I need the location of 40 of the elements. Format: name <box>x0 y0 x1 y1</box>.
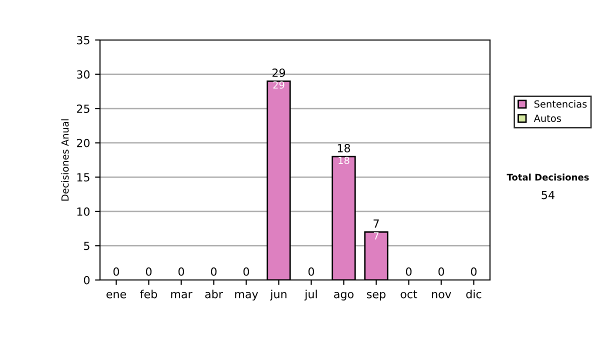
x-tick-label: sep <box>367 292 386 300</box>
total-label: 0 <box>146 267 152 276</box>
data-label: 18 <box>338 156 350 164</box>
legend-label: Autos <box>534 114 561 122</box>
y-tick-label: 35 <box>76 36 90 44</box>
y-tick-label: 5 <box>84 242 90 250</box>
x-tick-label: abr <box>205 290 223 298</box>
y-tick-label: 25 <box>76 104 90 113</box>
x-tick-label: may <box>235 292 258 300</box>
text: Total Decisiones <box>506 174 589 181</box>
total-label: 29 <box>272 68 286 77</box>
total-label: 7 <box>374 220 379 228</box>
total-label: 0 <box>243 267 250 276</box>
data-label: 29 <box>273 81 284 89</box>
x-tick-label: jul <box>304 290 317 300</box>
total-label: 0 <box>113 267 120 276</box>
x-tick-label: ago <box>334 292 354 300</box>
x-tick-label: mar <box>171 292 192 298</box>
total-label: 18 <box>338 144 350 152</box>
text: 54 <box>542 190 554 200</box>
y-tick-label: 10 <box>77 207 90 216</box>
x-tick-label: oct <box>400 290 418 298</box>
total-label: 0 <box>406 267 412 276</box>
x-tick-label: dic <box>466 290 482 298</box>
y-axis-title: Decisiones Anual <box>61 119 69 201</box>
y-tick-label: 30 <box>76 70 90 79</box>
total-label: 0 <box>470 267 477 276</box>
x-tick-label: ene <box>106 292 126 298</box>
y-tick-label: 20 <box>76 138 90 148</box>
total-label: 0 <box>308 267 314 276</box>
legend-label: Sentencias <box>534 100 587 108</box>
total-label: 0 <box>210 267 217 276</box>
y-tick-label: 15 <box>77 173 90 182</box>
total-label: 0 <box>178 267 184 276</box>
x-tick-label: nov <box>432 292 452 298</box>
data-label: 7 <box>374 232 379 240</box>
x-tick-label: feb <box>140 290 158 298</box>
x-tick-label: jun <box>270 290 286 300</box>
total-label: 0 <box>438 267 444 276</box>
y-tick-label: 0 <box>84 276 90 284</box>
